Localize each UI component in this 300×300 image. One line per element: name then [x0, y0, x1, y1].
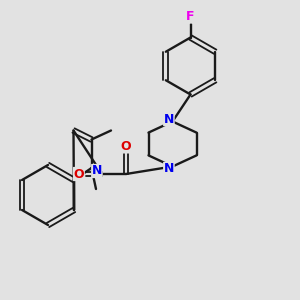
Text: N: N — [92, 164, 102, 178]
Text: N: N — [164, 162, 174, 176]
Text: O: O — [121, 140, 131, 153]
Text: O: O — [74, 167, 84, 181]
Text: N: N — [164, 112, 174, 126]
Text: F: F — [186, 10, 195, 23]
